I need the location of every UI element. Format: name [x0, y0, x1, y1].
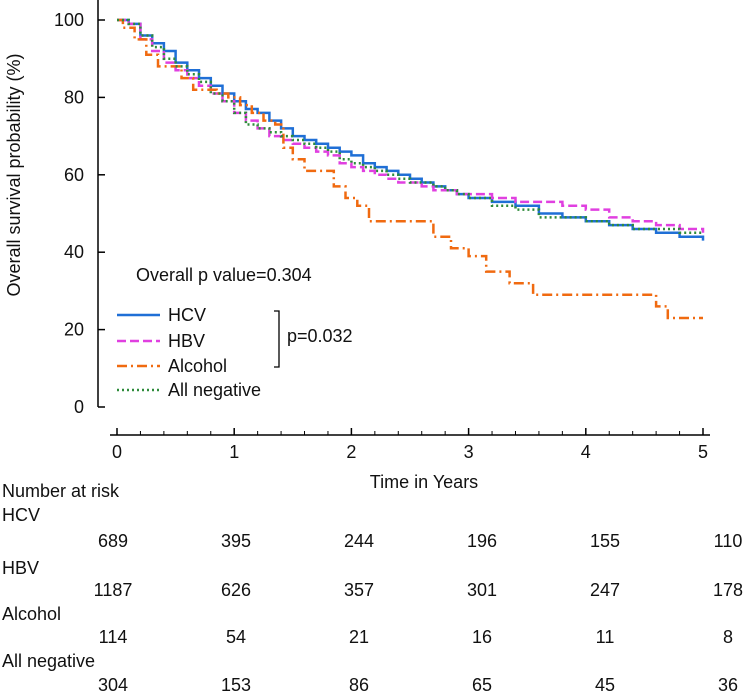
survival-curves: [117, 18, 705, 320]
risk-count: 54: [225, 627, 247, 647]
risk-row-label: HBV: [2, 558, 40, 578]
annotations: HCV HBV Alcohol All negative: [117, 305, 280, 400]
pairwise-p-value: p=0.032: [287, 326, 353, 346]
comparison-bracket: [274, 310, 280, 368]
y-tick-label: 100: [54, 10, 84, 30]
x-tick-label: 5: [698, 442, 708, 462]
risk-count: 110: [713, 531, 743, 551]
x-tick-label: 4: [581, 442, 591, 462]
risk-count: 45: [594, 675, 616, 695]
risk-count: 244: [343, 531, 375, 551]
risk-count: 357: [343, 580, 375, 600]
y-tick-label: 20: [64, 320, 84, 340]
risk-row-label: HCV: [2, 505, 41, 525]
risk-count: 178: [712, 580, 744, 600]
x-tick-label: 3: [464, 442, 474, 462]
x-tick-label: 1: [229, 442, 239, 462]
risk-count: 155: [589, 531, 621, 551]
risk-count: 36: [717, 675, 739, 695]
risk-count: 301: [466, 580, 498, 600]
series-hcv-line: [117, 18, 705, 241]
legend-label-hbv: HBV: [168, 331, 205, 351]
risk-count: 196: [466, 531, 498, 551]
legend-label-hcv: HCV: [168, 305, 206, 325]
x-tick-label: 0: [112, 442, 122, 462]
risk-count: 304: [97, 675, 129, 695]
risk-count: 86: [348, 675, 370, 695]
risk-row-label: All negative: [2, 651, 96, 671]
risk-count: 65: [471, 675, 493, 695]
risk-count: 16: [471, 627, 493, 647]
risk-count: 626: [220, 580, 252, 600]
y-tick-label: 0: [74, 397, 84, 417]
overall-p-value: Overall p value=0.304: [136, 265, 312, 285]
y-tick-label: 60: [64, 165, 84, 185]
series-all-negative-line: [117, 18, 703, 235]
risk-count: 11: [595, 627, 615, 647]
x-tick-label: 2: [346, 442, 356, 462]
risk-table-title: Number at risk: [2, 481, 120, 501]
y-tick-label: 80: [64, 87, 84, 107]
risk-row-label: Alcohol: [2, 604, 62, 624]
x-axis-label: Time in Years: [370, 472, 478, 492]
risk-count: 1187: [93, 580, 133, 600]
axes: 0 20 40 60 80 100 0 1 2 3 4 5: [54, 0, 710, 462]
risk-count: 395: [220, 531, 252, 551]
legend-label-alcohol: Alcohol: [168, 356, 227, 376]
y-tick-label: 40: [64, 242, 84, 262]
legend-label-all-negative: All negative: [168, 380, 261, 400]
y-axis-label: Overall survival probability (%): [4, 53, 24, 296]
risk-count: 689: [97, 531, 129, 551]
risk-count: 247: [589, 580, 621, 600]
risk-count: 153: [220, 675, 252, 695]
series-hbv-line: [117, 18, 705, 233]
series-alcohol-line: [117, 18, 703, 320]
risk-count: 21: [348, 627, 370, 647]
risk-count: 114: [98, 627, 128, 647]
risk-count: 8: [722, 627, 734, 647]
